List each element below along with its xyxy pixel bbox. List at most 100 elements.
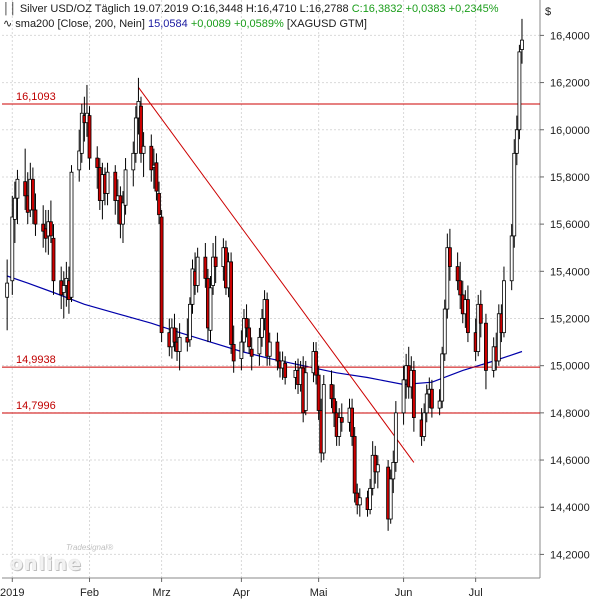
candle-body-up (188, 303, 192, 341)
candle (332, 384, 336, 428)
candle-body-up (337, 417, 342, 437)
candle (517, 44, 522, 140)
candle-body-down (95, 157, 100, 168)
candle (154, 153, 159, 201)
candle-body-down (332, 398, 336, 414)
candlesticks (5, 18, 524, 531)
candle-body-up (195, 256, 200, 286)
candle-body-down (411, 369, 416, 418)
line-icon: ∿ (3, 18, 13, 30)
candle (502, 266, 506, 338)
instrument-title: Silver USD/OZ Täglich (19, 3, 131, 15)
candle-body-up (267, 341, 272, 357)
candle (123, 158, 128, 215)
candle (303, 360, 308, 416)
candle (260, 309, 264, 347)
candle (321, 375, 326, 461)
candle-body-up (208, 287, 213, 331)
candle-body-down (51, 237, 56, 282)
candle (211, 242, 215, 295)
currency-label: $ (545, 6, 551, 18)
candle (30, 167, 35, 225)
header-line-1: ││ Silver USD/OZ Täglich 19.07.2019 O:16… (3, 3, 499, 16)
candle (79, 103, 84, 163)
candle (357, 488, 362, 517)
candle (337, 408, 342, 446)
indicator-name: sma200 [Close, 200, Nein] (15, 18, 145, 30)
candle (149, 134, 154, 182)
candle-body-down (229, 261, 234, 345)
candle (275, 332, 280, 371)
candle (388, 469, 393, 524)
candle (229, 252, 234, 354)
candle-body-down (30, 178, 35, 211)
candle-body-down (484, 322, 488, 371)
candle-body-down (448, 247, 452, 267)
candle-body-up (388, 478, 393, 520)
candle (283, 356, 288, 385)
candle (514, 115, 519, 166)
candle-body-up (105, 171, 110, 194)
candle-body-up (257, 336, 262, 355)
candle (257, 327, 262, 366)
x-tick-label: Mrz (152, 587, 170, 599)
candle (105, 162, 110, 206)
candle-body-down (316, 374, 321, 411)
candle (5, 259, 10, 331)
candle (87, 106, 92, 170)
candle (239, 330, 244, 371)
candle-body-down (455, 266, 460, 282)
logo-brand: online (10, 553, 83, 575)
candle-icon: ││ (3, 3, 17, 15)
candle (131, 141, 136, 187)
candle-body-up (502, 280, 506, 334)
candle-body-down (231, 344, 236, 362)
candle-body-down (157, 193, 161, 216)
candle (373, 445, 378, 484)
candle (244, 304, 249, 338)
candle (249, 337, 254, 371)
candle-body-up (512, 152, 517, 237)
level-label: 14,9938 (16, 354, 56, 366)
candle (368, 478, 373, 515)
x-tick-label: Apr (233, 587, 250, 599)
candle-body-down (203, 256, 208, 279)
indicator-change: +0,0089 (190, 18, 231, 30)
candle (316, 365, 321, 420)
candle-body-up (393, 412, 398, 463)
candle (267, 332, 272, 366)
candle-body-down (249, 348, 254, 357)
y-tick-label: 16,0000 (550, 125, 590, 137)
candle (448, 228, 452, 281)
candle (339, 403, 344, 432)
candle (113, 165, 118, 215)
candle (69, 165, 74, 302)
candle (203, 242, 208, 288)
candle-body-up (520, 39, 524, 50)
candle-body-up (514, 129, 519, 154)
x-tick-label: Jun (395, 587, 413, 599)
trendline-segment (138, 86, 415, 463)
change-percent: +0,2345% (448, 3, 499, 15)
candle-body-up (177, 336, 182, 352)
candle-body-up (357, 497, 362, 506)
candle-body-down (159, 216, 164, 334)
candle (139, 96, 143, 163)
y-tick-label: 15,4000 (550, 266, 590, 278)
candle-body-up (190, 268, 195, 305)
y-tick-label: 14,2000 (550, 549, 590, 561)
candle (393, 401, 398, 472)
candle-body-up (424, 393, 429, 414)
candle (15, 169, 20, 225)
candle-body-down (172, 327, 177, 343)
candle (375, 455, 380, 489)
candle (424, 384, 429, 423)
candle-body-up (303, 372, 308, 411)
candle (429, 379, 434, 418)
candle-body-down (352, 436, 357, 494)
candle-body-up (10, 216, 15, 282)
candle (484, 313, 488, 390)
candle (77, 129, 82, 182)
candle-body-down (283, 362, 288, 378)
